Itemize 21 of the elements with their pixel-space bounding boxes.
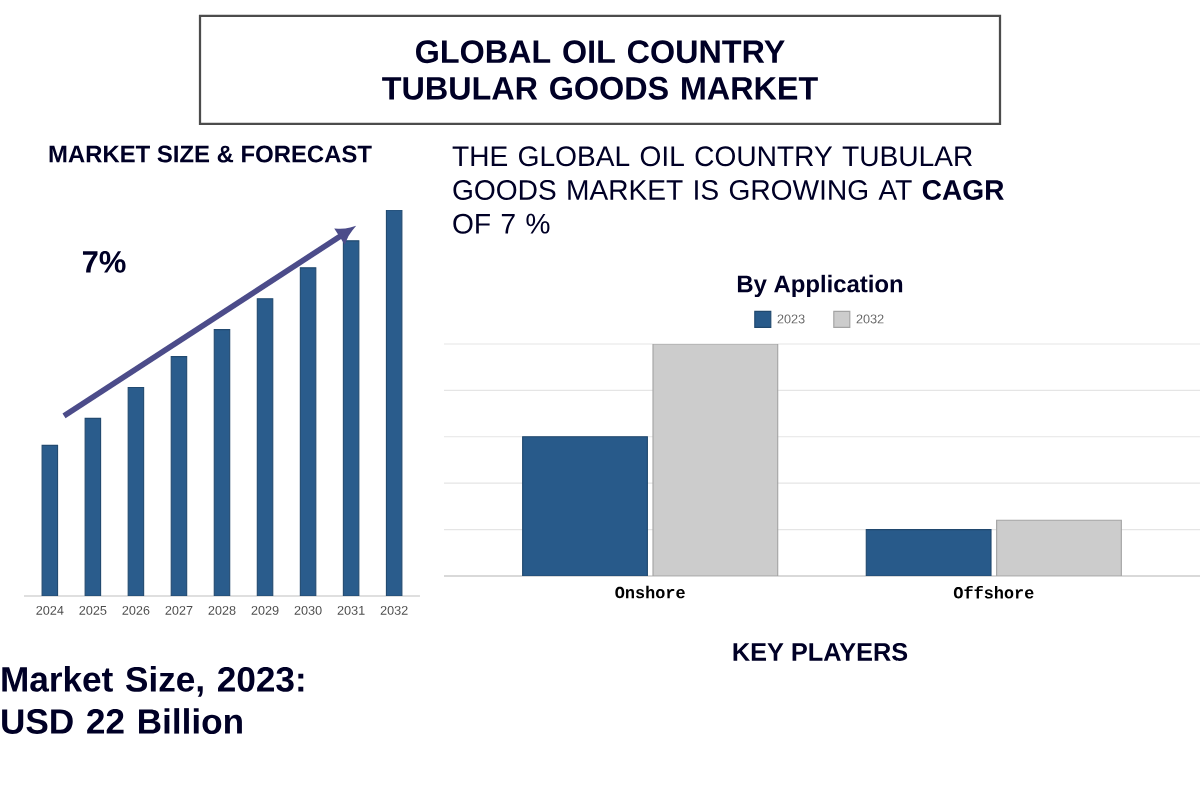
text: Market Size, 2023: USD 22 Billion (2, 665, 304, 734)
chart-title: MARKET SIZE & FORECAST (49, 145, 372, 163)
x-tick-label: Offshore (953, 585, 1034, 599)
text: KEY PLAYERS (733, 643, 908, 661)
x-tick-label: Onshore (615, 585, 685, 599)
bar (299, 267, 317, 596)
bar (213, 329, 231, 596)
bar (385, 209, 403, 596)
annotation: 7% (82, 251, 126, 273)
chart-title: By Application (737, 274, 903, 298)
text: THE GLOBAL OIL COUNTRY TUBULAR GOODS MARKET IS GROWING AT CAGR OF 7 % (452, 146, 1004, 234)
text: GLOBAL OIL COUNTRY TUBULAR GOODS MARKET (382, 40, 818, 100)
bar (652, 343, 779, 576)
bar (865, 529, 992, 576)
bar (256, 298, 274, 596)
bar (41, 444, 59, 596)
bar (522, 436, 648, 576)
bar (127, 386, 145, 596)
bar (170, 356, 188, 596)
bar (996, 519, 1122, 576)
bar (84, 417, 102, 596)
